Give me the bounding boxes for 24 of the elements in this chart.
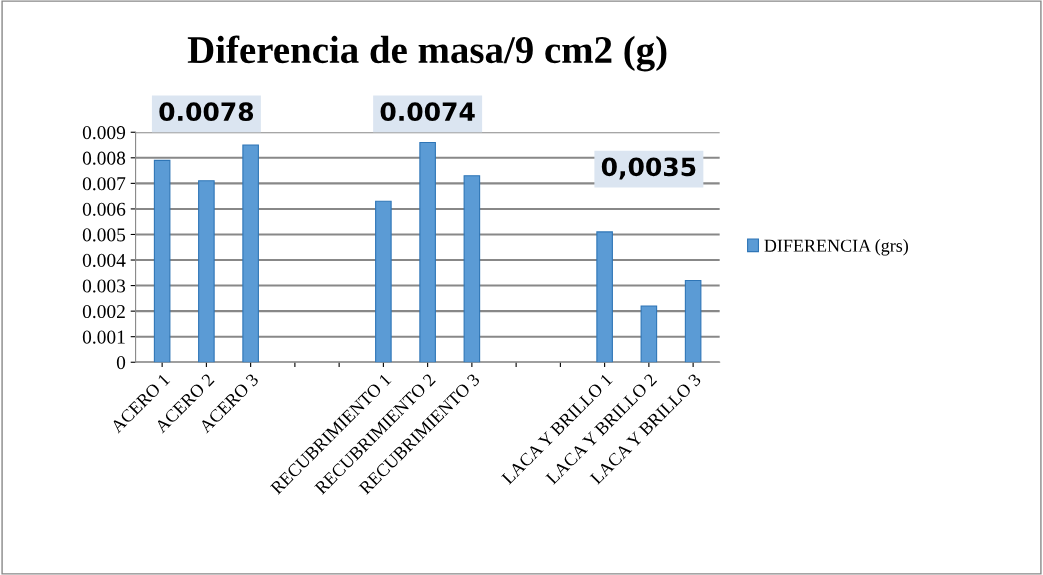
y-tick-label: 0 xyxy=(116,356,126,370)
legend-label: DIFERENCIA (grs) xyxy=(764,239,908,256)
text: 0.0074 xyxy=(380,102,475,122)
y-tick-label: 0.004 xyxy=(82,253,126,268)
y-tick-label: 0.006 xyxy=(82,202,126,216)
bar xyxy=(596,231,613,363)
bar xyxy=(640,305,658,363)
chart-title: Diferencia de masa/9 cm2 (g) xyxy=(187,35,667,72)
y-tick-label: 0.007 xyxy=(82,177,126,191)
bar xyxy=(684,279,702,363)
y-tick-label: 0.005 xyxy=(82,228,126,242)
text: 0.0078 xyxy=(159,102,254,122)
y-tick-label: 0.002 xyxy=(82,304,125,319)
y-tick-label: 0.001 xyxy=(82,330,125,344)
bar xyxy=(463,175,481,363)
bar xyxy=(419,141,436,363)
annotation: 0,0035 xyxy=(601,157,696,180)
y-tick-label: 0.009 xyxy=(82,126,126,140)
bar xyxy=(375,200,392,363)
bar xyxy=(198,180,215,363)
y-tick-label: 0.003 xyxy=(82,279,126,293)
y-tick-label: 0.008 xyxy=(82,151,126,165)
bar xyxy=(242,144,259,363)
bar xyxy=(153,159,171,363)
